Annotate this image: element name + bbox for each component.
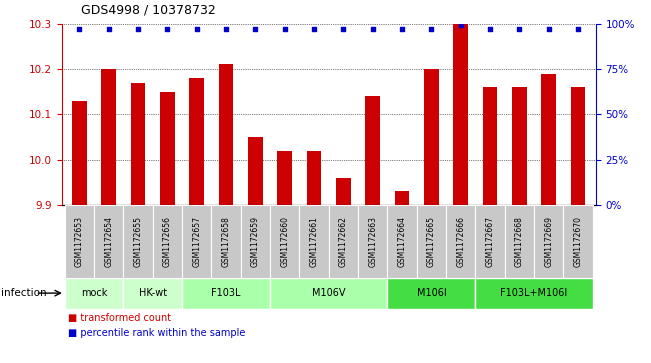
Point	[104, 26, 114, 32]
FancyBboxPatch shape	[387, 278, 475, 309]
FancyBboxPatch shape	[212, 205, 241, 278]
Point	[485, 26, 495, 32]
Text: ■ percentile rank within the sample: ■ percentile rank within the sample	[68, 328, 245, 338]
FancyBboxPatch shape	[270, 278, 387, 309]
Point	[162, 26, 173, 32]
Bar	[307, 151, 322, 205]
Bar	[424, 69, 439, 205]
FancyBboxPatch shape	[299, 205, 329, 278]
FancyBboxPatch shape	[475, 205, 505, 278]
Text: GSM1172666: GSM1172666	[456, 216, 465, 267]
Text: GSM1172661: GSM1172661	[310, 216, 318, 267]
Text: M106I: M106I	[417, 288, 447, 298]
FancyBboxPatch shape	[65, 205, 94, 278]
Point	[456, 23, 466, 28]
Point	[74, 26, 85, 32]
Bar	[248, 137, 263, 205]
FancyBboxPatch shape	[182, 205, 212, 278]
FancyBboxPatch shape	[329, 205, 358, 278]
Text: F103L+M106I: F103L+M106I	[501, 288, 568, 298]
FancyBboxPatch shape	[124, 278, 182, 309]
Bar	[102, 69, 116, 205]
Bar	[453, 24, 468, 205]
Point	[309, 26, 319, 32]
Bar	[131, 83, 145, 205]
Text: GSM1172655: GSM1172655	[133, 216, 143, 267]
Text: GSM1172658: GSM1172658	[221, 216, 230, 267]
FancyBboxPatch shape	[505, 205, 534, 278]
Text: HK-wt: HK-wt	[139, 288, 167, 298]
Point	[368, 26, 378, 32]
Point	[573, 26, 583, 32]
Text: GSM1172665: GSM1172665	[427, 216, 436, 267]
FancyBboxPatch shape	[446, 205, 475, 278]
Bar	[512, 87, 527, 205]
Bar	[336, 178, 351, 205]
Point	[191, 26, 202, 32]
Text: GSM1172670: GSM1172670	[574, 216, 583, 267]
Text: GSM1172659: GSM1172659	[251, 216, 260, 267]
FancyBboxPatch shape	[94, 205, 124, 278]
Text: infection: infection	[1, 288, 47, 298]
Point	[339, 26, 349, 32]
Point	[133, 26, 143, 32]
Text: GSM1172669: GSM1172669	[544, 216, 553, 267]
Text: GSM1172656: GSM1172656	[163, 216, 172, 267]
Text: GSM1172653: GSM1172653	[75, 216, 84, 267]
FancyBboxPatch shape	[65, 278, 124, 309]
Bar	[72, 101, 87, 205]
Point	[250, 26, 260, 32]
FancyBboxPatch shape	[124, 205, 153, 278]
Text: mock: mock	[81, 288, 107, 298]
Text: GDS4998 / 10378732: GDS4998 / 10378732	[81, 3, 216, 16]
FancyBboxPatch shape	[241, 205, 270, 278]
Text: GSM1172663: GSM1172663	[368, 216, 377, 267]
Point	[221, 26, 231, 32]
Bar	[219, 65, 234, 205]
FancyBboxPatch shape	[417, 205, 446, 278]
FancyBboxPatch shape	[387, 205, 417, 278]
Point	[279, 26, 290, 32]
Bar	[189, 78, 204, 205]
FancyBboxPatch shape	[270, 205, 299, 278]
Point	[544, 26, 554, 32]
Text: GSM1172657: GSM1172657	[192, 216, 201, 267]
Point	[426, 26, 437, 32]
Text: GSM1172654: GSM1172654	[104, 216, 113, 267]
FancyBboxPatch shape	[563, 205, 592, 278]
FancyBboxPatch shape	[182, 278, 270, 309]
FancyBboxPatch shape	[153, 205, 182, 278]
Bar	[395, 192, 409, 205]
Text: GSM1172662: GSM1172662	[339, 216, 348, 267]
Bar	[160, 92, 174, 205]
Text: GSM1172664: GSM1172664	[398, 216, 407, 267]
Text: GSM1172667: GSM1172667	[486, 216, 495, 267]
FancyBboxPatch shape	[358, 205, 387, 278]
Bar	[571, 87, 585, 205]
Text: GSM1172660: GSM1172660	[281, 216, 289, 267]
Text: M106V: M106V	[312, 288, 346, 298]
Point	[397, 26, 408, 32]
Text: F103L: F103L	[212, 288, 241, 298]
FancyBboxPatch shape	[475, 278, 592, 309]
Text: GSM1172668: GSM1172668	[515, 216, 524, 267]
Bar	[365, 96, 380, 205]
FancyBboxPatch shape	[534, 205, 563, 278]
Point	[514, 26, 525, 32]
Bar	[483, 87, 497, 205]
Text: ■ transformed count: ■ transformed count	[68, 313, 171, 323]
Bar	[542, 74, 556, 205]
Bar	[277, 151, 292, 205]
